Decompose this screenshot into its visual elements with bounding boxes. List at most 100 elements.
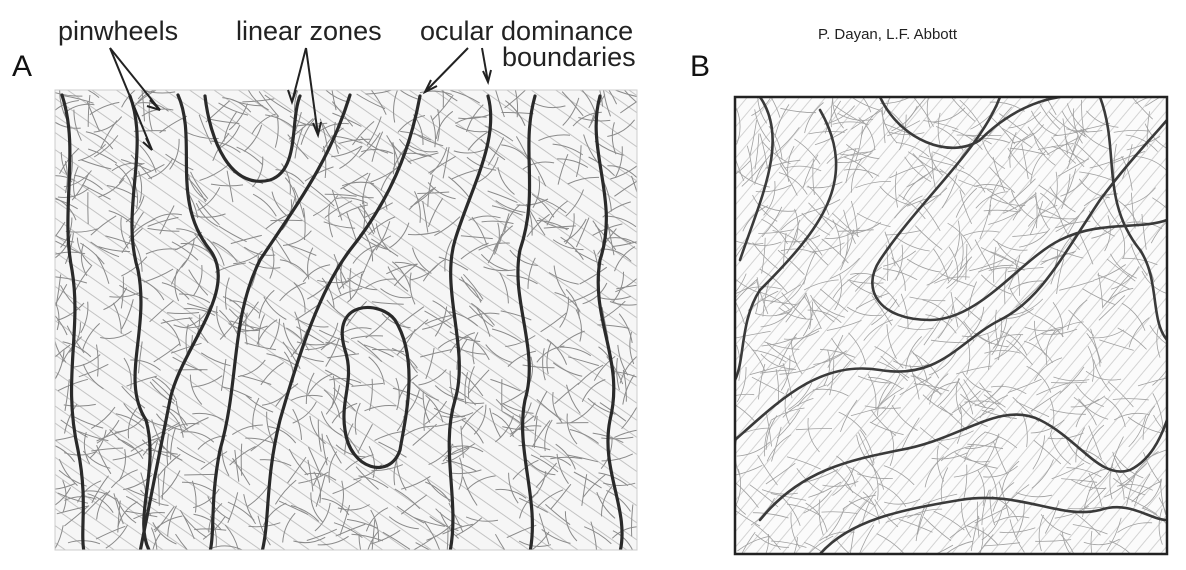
contour-line — [631, 504, 634, 537]
contour-line — [735, 278, 758, 303]
contour-line — [838, 411, 867, 436]
contour-line — [96, 490, 111, 520]
contour-line — [466, 475, 496, 491]
contour-line — [419, 90, 452, 95]
contour-line — [227, 492, 239, 523]
contour-line — [172, 356, 202, 372]
contour-line — [1134, 473, 1151, 507]
contour-line — [96, 445, 112, 475]
contour-line — [945, 540, 973, 554]
contour-line — [928, 351, 957, 376]
contour-line — [1076, 144, 1103, 170]
contour-line — [760, 204, 797, 212]
contour-line — [968, 281, 977, 317]
contour-line — [398, 374, 418, 401]
contour-line — [832, 121, 869, 125]
contour-line — [735, 404, 755, 421]
contour-line — [573, 471, 602, 489]
contour-line — [745, 241, 782, 246]
contour-line — [994, 334, 1022, 360]
contour-line — [609, 301, 637, 306]
contour-line — [69, 322, 81, 353]
contour-line — [770, 407, 805, 421]
contour-line — [1086, 332, 1101, 367]
contour-line — [1090, 530, 1093, 554]
contour-line — [1031, 459, 1054, 489]
contour-line — [509, 249, 538, 266]
contour-line — [112, 302, 122, 334]
contour-line — [1010, 280, 1046, 290]
contour-line — [850, 200, 858, 237]
contour-line — [961, 328, 998, 337]
contour-line — [1014, 259, 1020, 296]
contour-line — [98, 246, 130, 252]
contour-line — [1031, 110, 1058, 136]
contour-line — [605, 215, 637, 228]
contour-line — [435, 110, 454, 139]
contour-line — [321, 498, 350, 516]
contour-line — [64, 403, 78, 434]
contour-line — [947, 222, 973, 251]
contour-line — [60, 285, 81, 311]
contour-line — [336, 197, 369, 204]
contour-line — [362, 172, 371, 205]
contour-line — [497, 167, 515, 195]
contour-line — [371, 131, 384, 162]
contour-line — [93, 116, 123, 133]
contour-line — [259, 459, 292, 467]
contour-line — [794, 138, 821, 165]
contour-line — [883, 250, 917, 267]
contour-line — [778, 333, 798, 366]
contour-line — [278, 500, 309, 516]
contour-line — [282, 230, 312, 246]
contour-line — [981, 489, 990, 526]
contour-line — [582, 282, 608, 305]
contour-line — [864, 405, 901, 409]
contour-line — [527, 257, 536, 289]
contour-line — [1049, 398, 1055, 435]
contour-line — [154, 506, 175, 533]
contour-line — [607, 223, 615, 256]
contour-line — [518, 540, 552, 547]
contour-line — [467, 369, 490, 395]
contour-line — [427, 174, 434, 207]
contour-line — [1009, 147, 1046, 155]
contour-line — [303, 207, 306, 241]
contour-line — [901, 417, 920, 450]
contour-line — [324, 200, 353, 218]
contour-line — [1059, 366, 1085, 394]
contour-line — [1110, 253, 1137, 279]
contour-line — [381, 313, 411, 329]
contour-line — [80, 301, 89, 334]
contour-line — [907, 508, 943, 519]
contour-line — [600, 485, 613, 517]
contour-line — [778, 172, 808, 195]
contour-line — [961, 502, 972, 538]
contour-line — [842, 494, 876, 510]
contour-line — [909, 364, 920, 400]
panel-label-a: A — [12, 50, 33, 83]
contour-line — [55, 284, 68, 306]
contour-line — [606, 356, 624, 385]
contour-line — [426, 479, 452, 502]
contour-line — [1078, 231, 1094, 265]
contour-line — [181, 238, 195, 268]
contour-line — [590, 521, 597, 550]
contour-line — [808, 131, 845, 135]
contour-line — [216, 305, 226, 338]
contour-line — [423, 398, 431, 431]
contour-line — [880, 373, 901, 405]
contour-line — [83, 491, 108, 515]
contour-line — [288, 448, 309, 476]
contour-line — [808, 481, 842, 498]
contour-line — [375, 223, 392, 253]
contour-line — [843, 209, 856, 244]
contour-line — [258, 91, 280, 118]
contour-line — [317, 122, 349, 133]
contour-line — [830, 97, 834, 128]
contour-line — [557, 154, 569, 185]
contour-line — [93, 135, 119, 158]
contour-line — [371, 301, 404, 305]
contour-line — [560, 236, 584, 260]
contour-line — [1112, 398, 1149, 401]
